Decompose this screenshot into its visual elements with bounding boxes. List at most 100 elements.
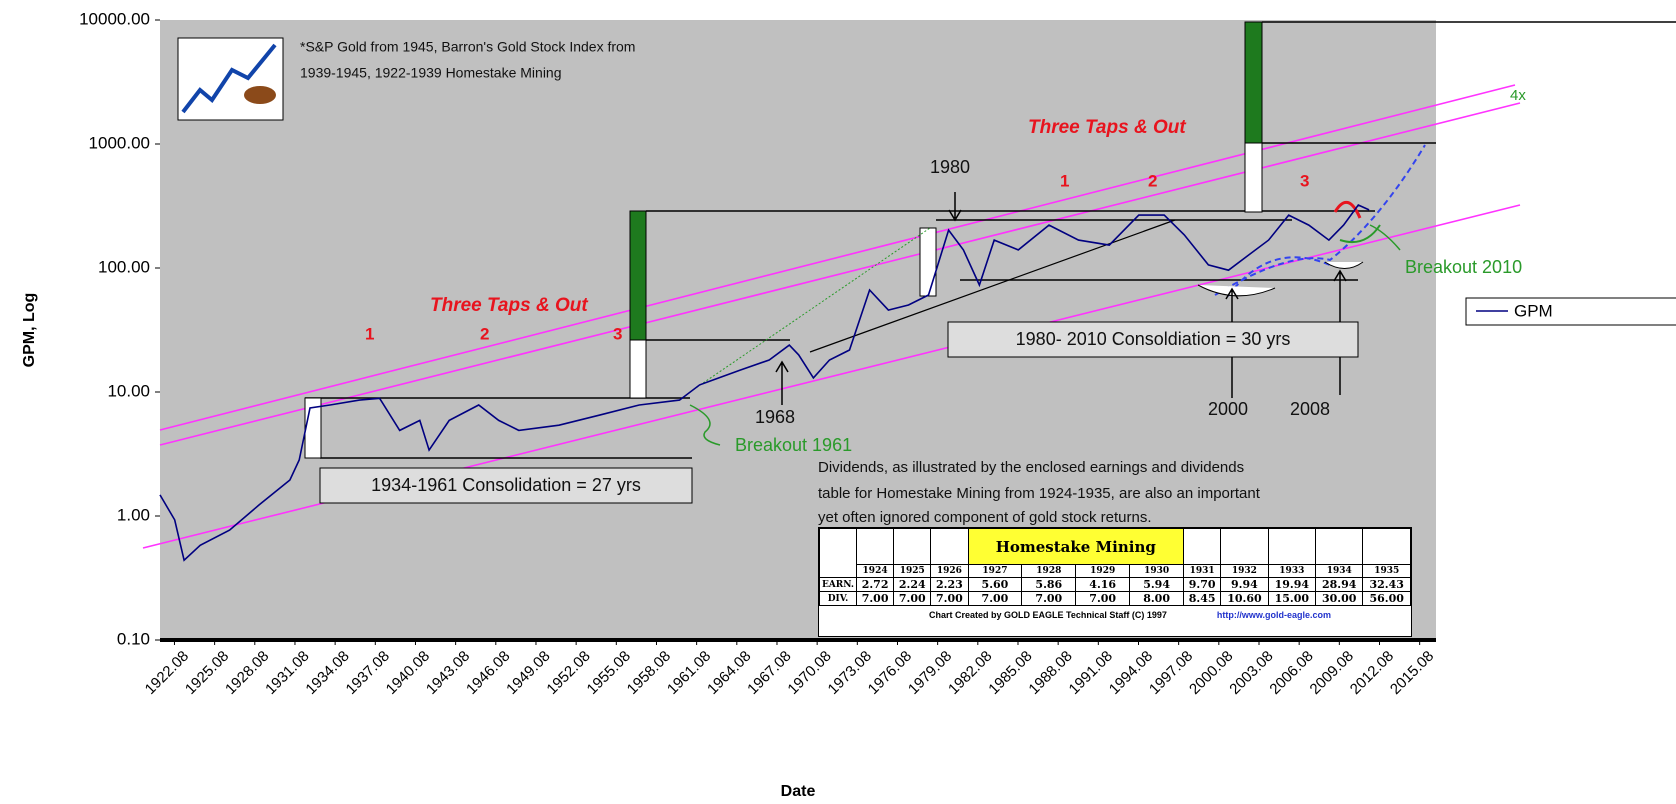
cell: 5.60	[967, 577, 1023, 592]
annotation: 1980	[930, 157, 970, 177]
cell: 1928	[1021, 564, 1077, 578]
x-tick-label: 1976.08	[865, 648, 915, 698]
cell: 9.94	[1220, 577, 1269, 592]
x-tick-label: 2015.08	[1387, 648, 1437, 698]
annotation: Breakout 2010	[1405, 257, 1522, 277]
x-tick-label: 1949.08	[503, 648, 553, 698]
cell: 1934	[1315, 564, 1364, 578]
cell: 15.00	[1267, 591, 1317, 606]
x-tick-label: 1955.08	[584, 648, 634, 698]
y-tick-label: 1.00	[117, 505, 150, 524]
annotation: 1968	[755, 407, 795, 427]
cell: 2.24	[893, 577, 932, 592]
cell: 7.00	[855, 591, 895, 606]
cup	[1324, 261, 1364, 269]
y-tick-label: 0.10	[117, 629, 150, 648]
cell: 8.00	[1129, 591, 1185, 606]
cell: 10.60	[1220, 591, 1269, 606]
annotation: 1	[365, 324, 374, 343]
cell: 7.00	[1021, 591, 1077, 606]
cell: 28.94	[1315, 577, 1364, 592]
cell: 7.00	[930, 591, 969, 606]
cell: 32.43	[1362, 577, 1411, 592]
cell: 7.00	[1075, 591, 1131, 606]
x-tick-label: 1952.08	[543, 648, 593, 698]
cell: 1930	[1129, 564, 1185, 578]
cell: 1929	[1075, 564, 1131, 578]
cell: 2.72	[855, 577, 895, 592]
x-tick-label: 2009.08	[1307, 648, 1357, 698]
cell: 1931	[1183, 564, 1222, 578]
row: Homestake Mining	[819, 528, 1411, 578]
cell	[1267, 528, 1317, 565]
x-tick-label: 1937.08	[343, 648, 393, 698]
cell: 5.94	[1129, 577, 1185, 592]
y-tick-label: 10.00	[107, 381, 150, 400]
x-tick-label: 2012.08	[1347, 648, 1397, 698]
x-tick-label: 1997.08	[1146, 648, 1196, 698]
row: 1924 1925 1926 1927 1928 1929 1930 1931 1932 1933…	[820, 564, 1411, 578]
x-tick-label: 1943.08	[423, 648, 473, 698]
bar-green	[1244, 21, 1263, 144]
cell	[930, 528, 969, 565]
cell	[1183, 528, 1222, 565]
row: EARN. 2.72 2.24 2.23 5.60 5.86 4.16 5.94 9.70 9.9…	[819, 577, 1411, 592]
x-tick-label: 2000.08	[1186, 648, 1236, 698]
table: Homestake Mining 1924 1925 1926 1927 1928 1929…	[819, 528, 1411, 624]
cell: 5.86	[1021, 577, 1077, 592]
note: *S&P Gold from 1945, Barron's Gold Stock…	[300, 39, 635, 55]
support-line	[809, 219, 1176, 353]
annotation: 3	[1300, 171, 1309, 190]
logo-bull	[244, 86, 276, 104]
note: 1939-1945, 1922-1939 Homestake Mining	[300, 65, 562, 81]
arc	[1333, 201, 1362, 219]
x-tick-label: 1979.08	[905, 648, 955, 698]
cell	[819, 528, 857, 578]
cell: 4.16	[1075, 577, 1131, 592]
cell: 8.45	[1183, 591, 1222, 606]
cell	[893, 528, 932, 565]
x-tick-label: 2006.08	[1266, 648, 1316, 698]
annotation: Breakout 1961	[735, 435, 852, 455]
dotted-line	[689, 227, 931, 393]
cell	[1315, 528, 1364, 565]
bar-white	[919, 227, 937, 297]
annotation-box	[947, 321, 1359, 358]
x-tick-label: 2003.08	[1226, 648, 1276, 698]
bar-green	[629, 210, 647, 341]
x-tick-label: 1940.08	[383, 648, 433, 698]
annotation: 1	[1060, 171, 1069, 190]
footer-text: Chart Created by GOLD EAGLE Technical St…	[928, 610, 1167, 620]
annotation: 2008	[1290, 399, 1330, 419]
decorations	[142, 21, 1676, 549]
cell	[1362, 528, 1411, 565]
x-tick-label: 1970.08	[784, 648, 834, 698]
annotation: Three Taps & Out	[430, 295, 588, 316]
annotation: 2	[1148, 171, 1157, 190]
note: yet often ignored component of gold stoc…	[818, 509, 1152, 526]
cell: Homestake Mining	[967, 528, 1185, 565]
y-tick-label: 1000.00	[89, 133, 150, 152]
cell: 1924	[855, 564, 895, 578]
bar-white	[629, 339, 647, 399]
note: Dividends, as illustrated by the enclose…	[818, 459, 1244, 476]
cell: DIV.	[819, 591, 857, 606]
annotation: 3	[613, 324, 622, 343]
x-tick-label: 1958.08	[624, 648, 674, 698]
projection	[1227, 256, 1331, 297]
cell: EARN.	[819, 577, 857, 592]
x-tick-label: 1931.08	[262, 648, 312, 698]
x-tick-label: 1961.08	[664, 648, 714, 698]
y-tick-label: 10000.00	[79, 9, 150, 28]
cell: 56.00	[1362, 591, 1411, 606]
cell: 30.00	[1315, 591, 1364, 606]
annotation: 2000	[1208, 399, 1248, 419]
annotation-box	[319, 467, 693, 504]
trend-line	[159, 102, 1521, 446]
cell: 1925	[893, 564, 932, 578]
pointer	[689, 404, 721, 446]
cell: 1932	[1220, 564, 1269, 578]
row: DIV. 7.00 7.00 7.00 7.00 7.00 7.00 8.00 8.45 10.6…	[819, 591, 1411, 606]
